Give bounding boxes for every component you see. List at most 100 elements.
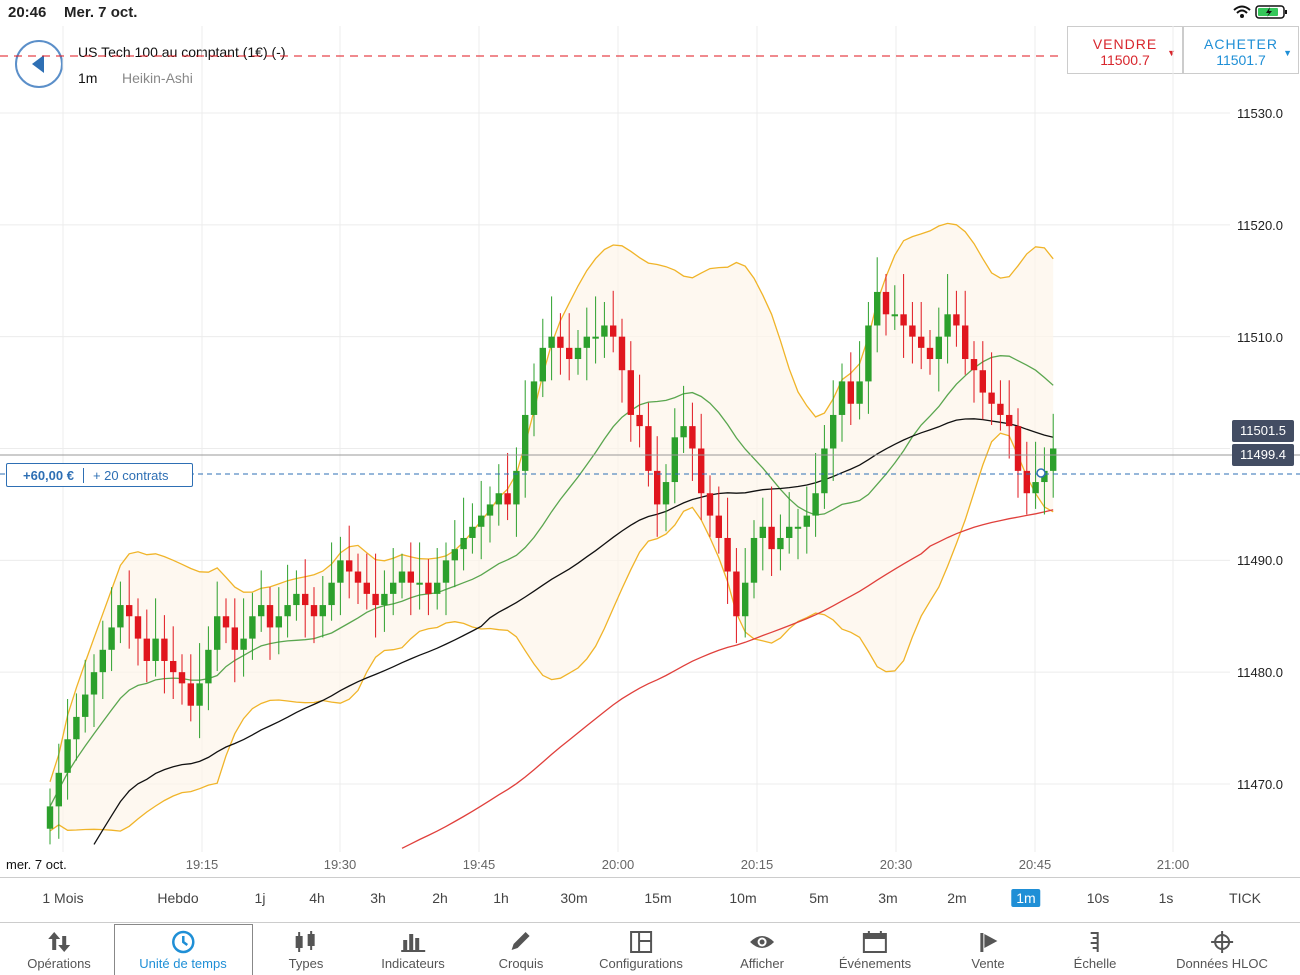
tool-configurations[interactable]: Configurations <box>599 924 683 975</box>
candle-down <box>231 627 238 650</box>
candle-down <box>768 526 775 550</box>
candle-up <box>662 482 670 505</box>
candle-down <box>953 314 960 326</box>
tool-indicators[interactable]: Indicateurs <box>381 924 445 975</box>
tf-1-mois[interactable]: 1 Mois <box>42 890 84 906</box>
bottom-toolbar: Opérations Unité de temps Types Indicate… <box>0 924 1300 975</box>
pencil-icon <box>511 932 530 950</box>
tf-3h[interactable]: 3h <box>370 890 386 906</box>
candle-up <box>434 582 441 594</box>
candle-down <box>407 571 414 583</box>
y-tick-label: 11490.0 <box>1237 553 1284 568</box>
position-badge[interactable]: +60,00 € + 20 contrats <box>6 463 193 487</box>
calendar-icon <box>862 931 887 953</box>
candle-down <box>997 403 1004 415</box>
tf-1s[interactable]: 1s <box>1158 890 1174 906</box>
tf-2m[interactable]: 2m <box>947 890 967 906</box>
tf-30m[interactable]: 30m <box>560 890 588 906</box>
tool-label: Configurations <box>599 956 683 971</box>
position-pl: +60,00 € <box>7 467 84 483</box>
tool-sell[interactable]: Vente <box>971 924 1005 975</box>
candle-up <box>1032 482 1039 494</box>
candle-up <box>99 649 106 673</box>
candle-up <box>469 526 476 538</box>
clock-icon <box>171 930 195 954</box>
tool-events[interactable]: Événements <box>839 924 911 975</box>
ma-red-line <box>401 509 1054 849</box>
tf-3m[interactable]: 3m <box>878 890 898 906</box>
bollinger-upper <box>49 222 1054 782</box>
tool-scale[interactable]: Échelle <box>1074 924 1116 975</box>
tf-10m[interactable]: 10m <box>729 890 757 906</box>
candle-up <box>935 336 942 360</box>
x-tick-label: 19:45 <box>462 857 496 872</box>
back-button[interactable] <box>15 40 63 88</box>
candle-down <box>161 638 168 661</box>
eye-icon <box>750 936 774 948</box>
buy-button[interactable]: ACHETER 11501.7 ▼ <box>1183 26 1299 74</box>
tf-4h[interactable]: 4h <box>309 890 325 906</box>
candle-up <box>530 381 538 415</box>
candle-down <box>566 347 573 360</box>
ask-price-tag: 11501.5 <box>1232 420 1294 442</box>
candle-up <box>671 437 678 483</box>
candle-down <box>266 605 274 628</box>
candle-up <box>750 537 758 583</box>
tool-operations[interactable]: Opérations <box>27 924 91 975</box>
candle-up <box>390 582 397 594</box>
timeframe-bar: 1 Mois Hebdo 1j 4h 3h 2h 1h 30m 15m 10m … <box>0 877 1300 923</box>
candle-up <box>398 571 406 583</box>
moving-averages <box>49 355 1054 849</box>
candle-down <box>909 325 916 337</box>
tool-timeframe[interactable]: Unité de temps <box>139 924 227 975</box>
candle-up <box>328 582 335 606</box>
tool-hloc-data[interactable]: Données HLOC <box>1176 924 1268 975</box>
scale-icon <box>1090 932 1099 952</box>
candles <box>46 257 1057 845</box>
candle-up <box>1041 470 1048 483</box>
candle-up <box>821 448 828 494</box>
candle-down <box>610 325 617 337</box>
candle-up <box>891 314 898 317</box>
candle-up <box>381 593 388 606</box>
tool-display[interactable]: Afficher <box>740 924 784 975</box>
candle-down <box>636 414 643 427</box>
candle-down <box>970 359 978 371</box>
candle-up <box>460 537 467 550</box>
candle-up <box>275 616 282 628</box>
candle-down <box>346 560 353 572</box>
tool-sketch[interactable]: Croquis <box>499 924 543 975</box>
tool-types[interactable]: Types <box>288 924 324 975</box>
candle-up <box>214 616 221 650</box>
last-price-tag: 11499.4 <box>1232 444 1294 466</box>
candle-down <box>222 616 230 628</box>
candle-up <box>812 493 819 516</box>
candle-up <box>495 493 502 505</box>
tf-5m[interactable]: 5m <box>809 890 829 906</box>
sell-button[interactable]: VENDRE 11500.7 ▼ <box>1067 26 1183 74</box>
candle-down <box>504 493 511 505</box>
candle-down <box>962 325 969 360</box>
tf-2h[interactable]: 2h <box>432 890 448 906</box>
candle-up <box>46 806 54 829</box>
tf-tick[interactable]: TICK <box>1229 890 1261 906</box>
tf-10s[interactable]: 10s <box>1086 890 1110 906</box>
layout-icon <box>629 931 652 953</box>
tf-1j[interactable]: 1j <box>254 890 266 906</box>
tf-1m[interactable]: 1m <box>1011 889 1041 907</box>
sell-flag-icon <box>979 933 997 952</box>
candle-up <box>64 739 71 773</box>
candle-down <box>363 582 370 594</box>
candle-down <box>618 336 626 371</box>
position-contracts: + 20 contrats <box>92 467 169 483</box>
candle-down <box>627 370 634 415</box>
candle-up <box>108 627 115 650</box>
tf-hebdo[interactable]: Hebdo <box>157 890 199 906</box>
candle-up <box>205 649 212 684</box>
candle-up <box>416 582 423 585</box>
ma-green-line <box>49 355 1054 807</box>
tool-label: Types <box>288 956 324 971</box>
tf-15m[interactable]: 15m <box>644 890 672 906</box>
tf-1h[interactable]: 1h <box>493 890 509 906</box>
